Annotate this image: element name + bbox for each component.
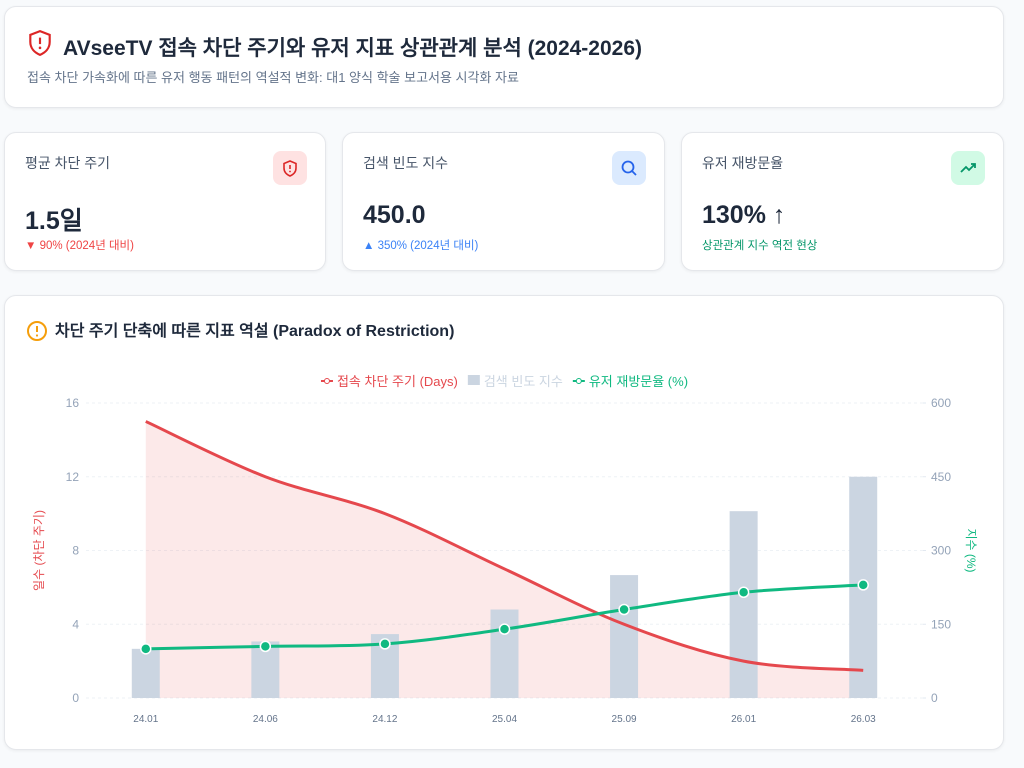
point: [737, 586, 750, 599]
x-tick-label: 25.09: [612, 714, 637, 725]
y2-tick-label: 150: [931, 617, 951, 631]
point: [259, 640, 272, 653]
kpi-note-row: ▲ 350% (2024년 대비): [363, 237, 478, 253]
point: [618, 603, 630, 616]
kpi-card: 평균 차단 주기 1.5일 ▼ 90% (2024년 대비): [4, 132, 326, 271]
point: [498, 623, 511, 635]
kpi-value: 1.5일: [25, 207, 83, 235]
kpi-icon: [273, 151, 307, 185]
shield-icon: [29, 29, 51, 57]
kpi-note: 90% (2024년 대비): [39, 240, 134, 252]
area: [145, 421, 864, 698]
kpi-card: 검색 빈도 지수 450.0 ▲ 350% (2024년 대비): [342, 132, 665, 271]
legend-swatch: [467, 375, 480, 385]
kpi-card: 유저 재방문율 130% ↑ 상관관계 지수 역전 현상: [681, 132, 1004, 271]
bar: [729, 511, 758, 698]
kpi-value: 130% ↑: [702, 201, 786, 229]
kpi-icon: [612, 151, 646, 185]
page-title: AVseeTV 접속 차단 주기와 유저 지표 상관관계 분석 (2024-20…: [63, 37, 643, 60]
kpi-note-row: ▼ 90% (2024년 대비): [25, 237, 134, 253]
point: [857, 579, 869, 591]
legend-label: 유저 재방문율 (%): [589, 374, 688, 389]
warning-icon: [35, 334, 39, 337]
bar: [610, 575, 639, 698]
x-tick-label: 24.01: [133, 714, 158, 725]
kpi-label: 유저 재방문율: [702, 155, 784, 171]
kpi-label: 검색 빈도 지수: [363, 155, 449, 171]
warning-icon: [27, 321, 47, 341]
point: [379, 638, 391, 650]
y-tick-label: 8: [72, 544, 79, 558]
header-card: AVseeTV 접속 차단 주기와 유저 지표 상관관계 분석 (2024-20…: [4, 6, 1004, 108]
bar: [131, 648, 160, 698]
y-tick-label: 4: [72, 617, 79, 631]
kpi-icon: [951, 151, 985, 185]
y2-tick-label: 600: [931, 396, 951, 410]
kpi-note: 350% (2024년 대비): [377, 240, 479, 252]
x-tick-label: 24.06: [253, 714, 278, 725]
up-arrow: ▲: [363, 240, 378, 252]
kpi-value: 450.0: [363, 201, 426, 229]
y2-tick-label: 300: [931, 544, 951, 558]
x-tick-label: 26.01: [731, 714, 756, 725]
legend-swatch: [575, 378, 582, 384]
x-tick-label: 26.03: [851, 714, 876, 725]
page-subtitle: 접속 차단 가속화에 따른 유저 행동 패턴의 역설적 변화: 대1 양식 학술…: [27, 70, 519, 85]
y2-axis-label: 지수 (%): [964, 528, 978, 572]
bar: [490, 609, 519, 698]
x-tick-label: 25.04: [492, 714, 517, 725]
point: [140, 643, 152, 655]
line: [145, 420, 864, 672]
y2-tick-label: 450: [931, 470, 951, 484]
kpi-label: 평균 차단 주기: [25, 155, 111, 171]
legend-swatch: [323, 378, 330, 384]
legend: 접속 차단 주기 (Days) 검색 빈도 지수 유저 재방문율 (%): [320, 374, 688, 389]
legend-label: 검색 빈도 지수: [484, 374, 563, 389]
legend-label: 접속 차단 주기 (Days): [337, 374, 458, 389]
y-tick-label: 12: [66, 470, 80, 484]
chart-title: 차단 주기 단축에 따른 지표 역설 (Paradox of Restricti…: [55, 322, 454, 340]
y-tick-label: 0: [72, 691, 79, 705]
x-tick-label: 24.12: [372, 714, 397, 725]
y-axis-label: 일수 (차단 주기): [32, 510, 46, 591]
y-tick-label: 16: [66, 396, 80, 410]
chart: 차단 주기 단축에 따른 지표 역설 (Paradox of Restricti…: [27, 321, 978, 725]
y2-tick-label: 0: [931, 691, 938, 705]
down-arrow: ▼: [25, 240, 40, 252]
chart-card: 차단 주기 단축에 따른 지표 역설 (Paradox of Restricti…: [4, 295, 1004, 750]
kpi-note: 상관관계 지수 역전 현상: [702, 240, 818, 252]
